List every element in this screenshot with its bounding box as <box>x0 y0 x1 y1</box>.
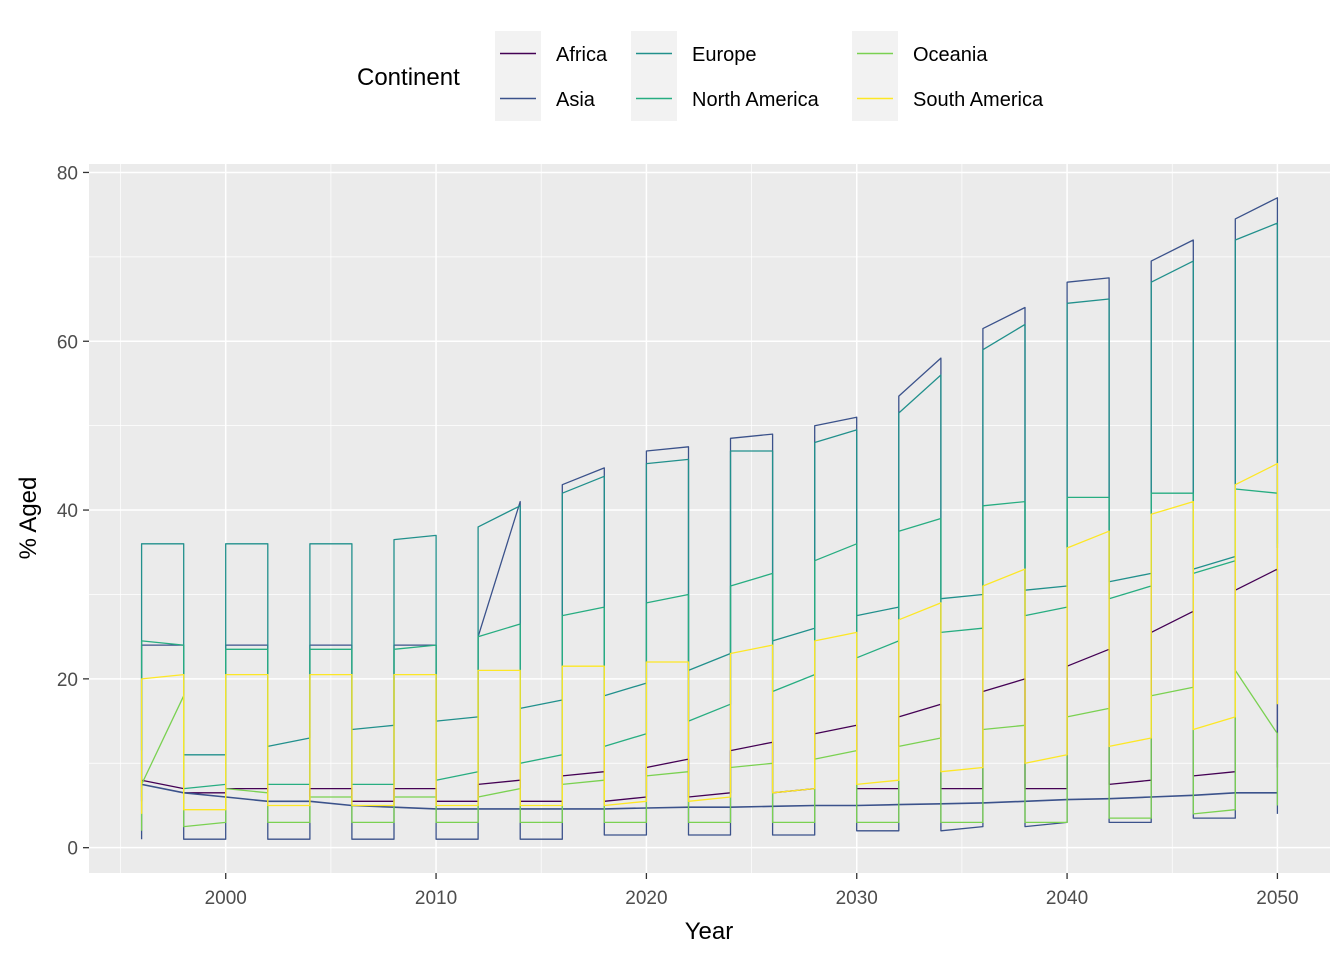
y-tick-label: 60 <box>57 332 78 353</box>
legend-label: Europe <box>692 44 757 66</box>
y-axis-title: % Aged <box>15 477 42 560</box>
legend-label: North America <box>692 89 820 111</box>
legend-label: Africa <box>556 44 608 66</box>
legend-entries: Africa Asia Europe North America Oceania Sout… <box>495 31 1044 121</box>
legend-title: Continent <box>357 64 460 91</box>
y-tick-label: 40 <box>57 501 78 522</box>
x-tick-label: 2010 <box>415 888 457 909</box>
y-tick-label: 20 <box>57 670 78 691</box>
series-layer <box>140 197 1279 840</box>
x-tick-label: 2050 <box>1256 888 1298 909</box>
x-tick-label: 2020 <box>625 888 667 909</box>
x-tick-label: 2040 <box>1046 888 1088 909</box>
legend-label: Asia <box>556 89 596 111</box>
series-line-oceania <box>140 669 1279 831</box>
legend: Continent Africa Asia Europe North America O… <box>357 31 1044 121</box>
y-tick-label: 0 <box>67 839 78 860</box>
series-line-asia <box>140 197 1279 840</box>
y-axis: 0 20 40 60 80 <box>57 163 89 860</box>
series-line-africa <box>140 568 1279 802</box>
x-axis-title: Year <box>685 918 734 945</box>
legend-label: South America <box>913 89 1044 111</box>
grid-minor <box>89 164 1330 873</box>
x-axis: 2000 2010 2020 2030 2040 2050 <box>205 873 1299 909</box>
series-line-north-america <box>140 488 1279 797</box>
series-median-asia <box>141 783 1278 810</box>
legend-label: Oceania <box>913 44 988 66</box>
series-line-europe <box>140 222 1279 756</box>
series-line-south-america <box>140 462 1279 814</box>
y-tick-label: 80 <box>57 163 78 184</box>
x-tick-label: 2030 <box>836 888 878 909</box>
x-tick-label: 2000 <box>205 888 247 909</box>
plot-panel <box>89 164 1330 873</box>
plot-area <box>89 164 1330 873</box>
